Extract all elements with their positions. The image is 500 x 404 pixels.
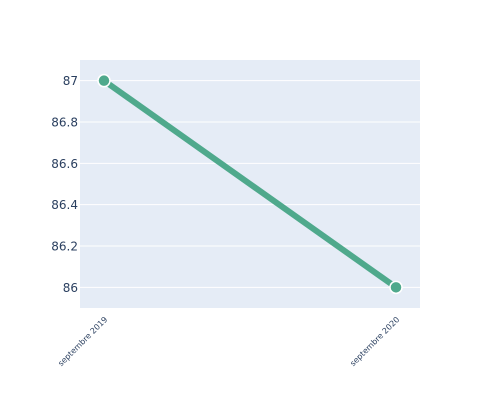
x-tick-label: septembre 2020 [348, 315, 401, 368]
x-axis-tick-labels: septembre 2019 septembre 2020 [56, 315, 401, 368]
y-tick-label: 86.4 [51, 198, 78, 212]
y-tick-label: 86.8 [51, 116, 78, 130]
data-point[interactable] [390, 281, 402, 293]
y-tick-label: 86.2 [51, 240, 78, 254]
y-axis-tick-labels: 86 86.2 86.4 86.6 86.8 87 [51, 74, 78, 295]
y-tick-label: 86.6 [51, 157, 78, 171]
data-point[interactable] [98, 75, 110, 87]
x-tick-label: septembre 2019 [56, 315, 109, 368]
y-tick-label: 87 [63, 74, 78, 88]
y-tick-label: 86 [63, 281, 78, 295]
